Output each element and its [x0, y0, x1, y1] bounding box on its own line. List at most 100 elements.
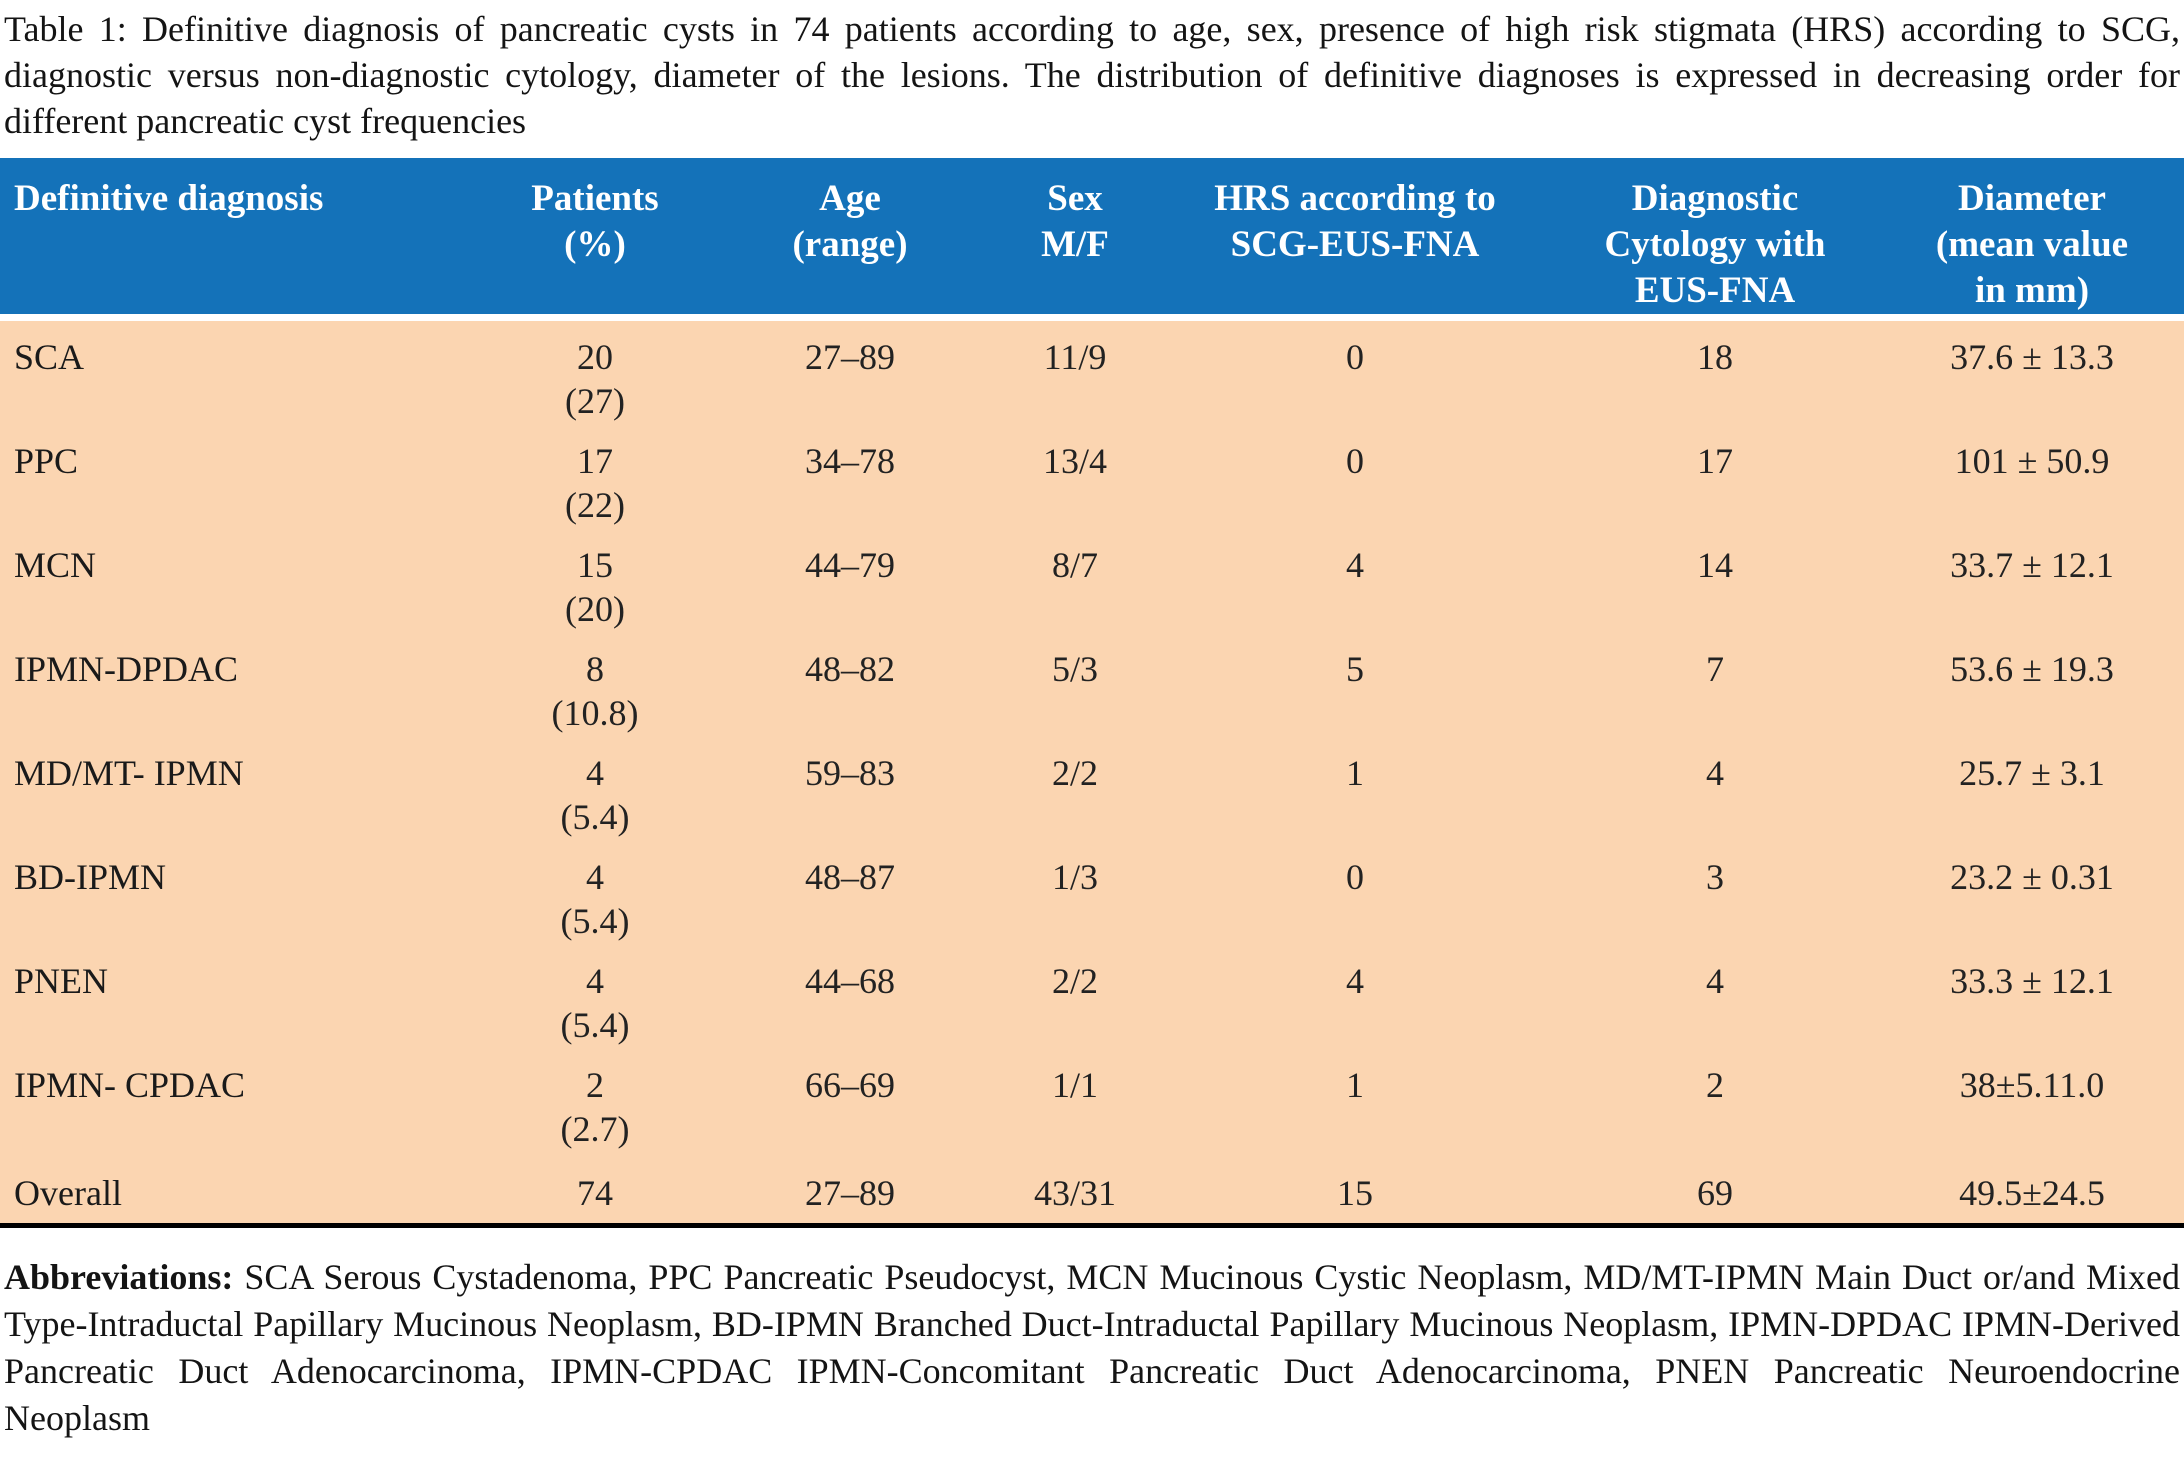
cell-diameter: 23.2 ± 0.31: [1950, 857, 2114, 897]
patients-percent: (20): [565, 589, 625, 629]
cell-hrs: 0: [1346, 337, 1364, 377]
cell-diameter: 38±5.11.0: [1959, 1065, 2105, 1105]
header-line: SCG-EUS-FNA: [1230, 224, 1480, 265]
cell-age: 59–83: [805, 753, 895, 793]
abbreviations-text: SCA Serous Cystadenoma, PPC Pancreatic P…: [4, 1257, 2180, 1438]
patients-count: 74: [577, 1173, 613, 1213]
cell-patients: 4 (5.4): [480, 751, 710, 841]
header-line: EUS-FNA: [1634, 270, 1796, 311]
cell-cytology: 17: [1697, 441, 1733, 481]
cell-diagnosis: IPMN-DPDAC: [14, 649, 239, 689]
header-sex: Sex M/F: [990, 176, 1160, 314]
header-line: (mean value: [1935, 224, 2129, 265]
cell-cytology: 2: [1706, 1065, 1724, 1105]
cell-cytology: 14: [1697, 545, 1733, 585]
header-line: Sex: [1047, 178, 1103, 219]
patients-percent: (27): [565, 381, 625, 421]
table-row-ppc: PPC 17 (22) 34–78 13/4 0 17 101 ± 50.9: [0, 425, 2184, 529]
cell-diameter: 25.7 ± 3.1: [1959, 753, 2105, 793]
patients-count: 20: [577, 337, 613, 377]
cell-cytology: 3: [1706, 857, 1724, 897]
cell-hrs: 0: [1346, 857, 1364, 897]
patients-count: 4: [586, 857, 604, 897]
patients-count: 2: [586, 1065, 604, 1105]
cell-sex: 13/4: [1042, 441, 1107, 481]
header-definitive-diagnosis: Definitive diagnosis: [0, 176, 480, 314]
patients-percent: (2.7): [560, 1109, 630, 1149]
cell-hrs: 0: [1346, 441, 1364, 481]
cell-age: 27–89: [805, 337, 895, 377]
cell-age: 66–69: [805, 1065, 895, 1105]
cell-cytology: 7: [1706, 649, 1724, 689]
cell-sex: 1/1: [1051, 1065, 1098, 1105]
cell-diagnosis: PNEN: [14, 961, 109, 1001]
cell-age: 27–89: [805, 1173, 895, 1213]
patients-count: 15: [577, 545, 613, 585]
header-line: M/F: [1041, 224, 1109, 265]
cell-diagnosis: PPC: [14, 441, 79, 481]
cell-hrs: 1: [1346, 1065, 1364, 1105]
cell-age: 34–78: [805, 441, 895, 481]
cell-patients: 8 (10.8): [480, 647, 710, 737]
cell-hrs: 4: [1346, 961, 1364, 1001]
cell-sex: 43/31: [1033, 1173, 1116, 1213]
header-age: Age (range): [710, 176, 990, 314]
patients-count: 8: [586, 649, 604, 689]
header-line: HRS according to: [1214, 178, 1496, 219]
cell-patients: 20 (27): [480, 335, 710, 425]
table-row-pnen: PNEN 4 (5.4) 44–68 2/2 4 4 33.3 ± 12.1: [0, 945, 2184, 1049]
cell-diagnosis: SCA: [14, 337, 85, 377]
header-line: Diameter: [1958, 178, 2106, 219]
cell-diameter: 33.3 ± 12.1: [1950, 961, 2114, 1001]
patients-count: 17: [577, 441, 613, 481]
cell-diagnosis: MD/MT- IPMN: [14, 753, 244, 793]
header-line: Age: [819, 178, 881, 219]
cell-sex: 1/3: [1051, 857, 1098, 897]
cell-diameter: 101 ± 50.9: [1954, 441, 2110, 481]
cell-sex: 2/2: [1051, 753, 1098, 793]
patients-percent: (22): [565, 485, 625, 525]
cell-diagnosis: MCN: [14, 545, 97, 585]
patients-count: 4: [586, 753, 604, 793]
header-cytology: Diagnostic Cytology with EUS-FNA: [1550, 176, 1880, 314]
cell-age: 44–79: [805, 545, 895, 585]
abbreviations-note: Abbreviations: SCA Serous Cystadenoma, P…: [4, 1254, 2180, 1442]
table-body: SCA 20 (27) 27–89 11/9 0 18 37.6 ± 13.3 …: [0, 321, 2184, 1228]
table-row-bd-ipmn: BD-IPMN 4 (5.4) 48–87 1/3 0 3 23.2 ± 0.3…: [0, 841, 2184, 945]
cell-diameter: 33.7 ± 12.1: [1950, 545, 2114, 585]
cell-patients: 15 (20): [480, 543, 710, 633]
cell-cytology: 18: [1697, 337, 1733, 377]
cell-age: 48–82: [805, 649, 895, 689]
cell-patients: 74: [480, 1171, 710, 1215]
patients-percent: (5.4): [560, 1005, 630, 1045]
table-row-sca: SCA 20 (27) 27–89 11/9 0 18 37.6 ± 13.3: [0, 321, 2184, 425]
table-row-ipmn-cpdac: IPMN- CPDAC 2 (2.7) 66–69 1/1 1 2 38±5.1…: [0, 1049, 2184, 1153]
cell-diagnosis: Overall: [14, 1173, 122, 1213]
header-diameter: Diameter (mean value in mm): [1880, 176, 2184, 314]
cell-patients: 17 (22): [480, 439, 710, 529]
cell-hrs: 1: [1346, 753, 1364, 793]
header-line: (range): [792, 224, 908, 265]
header-line: Definitive diagnosis: [14, 178, 324, 219]
cell-sex: 11/9: [1043, 337, 1107, 377]
cell-diameter: 53.6 ± 19.3: [1950, 649, 2114, 689]
patients-percent: (5.4): [560, 901, 630, 941]
cell-cytology: 69: [1697, 1173, 1733, 1213]
patients-count: 4: [586, 961, 604, 1001]
cell-hrs: 5: [1346, 649, 1364, 689]
cell-patients: 4 (5.4): [480, 959, 710, 1049]
header-line: Cytology with: [1604, 224, 1826, 265]
table-header-row: Definitive diagnosis Patients (%) Age (r…: [0, 158, 2184, 314]
cell-age: 44–68: [805, 961, 895, 1001]
table-row-overall: Overall 74 27–89 43/31 15 69 49.5±24.5: [0, 1153, 2184, 1223]
cell-patients: 4 (5.4): [480, 855, 710, 945]
header-line: Patients: [531, 178, 659, 219]
header-patients: Patients (%): [480, 176, 710, 314]
cell-cytology: 4: [1706, 753, 1724, 793]
header-line: in mm): [1974, 270, 2090, 311]
cell-patients: 2 (2.7): [480, 1063, 710, 1153]
cell-diagnosis: IPMN- CPDAC: [14, 1065, 246, 1105]
cell-hrs: 15: [1337, 1173, 1373, 1213]
cell-sex: 8/7: [1051, 545, 1098, 585]
